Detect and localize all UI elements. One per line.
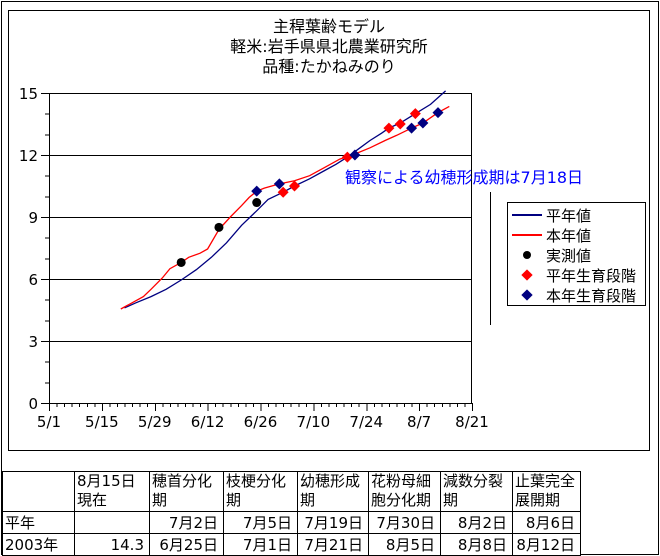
observed-circle-icon (523, 251, 531, 259)
chart-title-line2: 軽米:岩手県県北農業研究所 (230, 37, 428, 56)
this-year-stage-point (406, 122, 418, 134)
legend-swatch (508, 269, 546, 281)
this-year-stage-point (349, 149, 361, 161)
table-header-4: 幼穂形成 期 (297, 471, 369, 512)
growth-stage-table: 8月15日 現在 穂首分化 期枝梗分化 期幼穂形成 期花粉母細 胞分化期 減数分裂 … (2, 471, 581, 556)
legend-item-label: 本年値 (546, 226, 592, 245)
table-cell: 8月2日 (440, 511, 513, 534)
x-axis-tick-label: 5/1 (37, 413, 61, 431)
x-axis-tick-label: 7/10 (297, 413, 331, 431)
table-cell: 7月30日 (368, 511, 441, 534)
legend-swatch (508, 289, 546, 301)
y-axis-tick-label: 3 (28, 333, 38, 351)
y-axis-tick-label: 9 (28, 209, 38, 227)
x-axis-tick-label: 7/24 (349, 413, 383, 431)
legend-item-normal-year-stage: 平年生育段階 (508, 265, 645, 285)
table-row-label: 2003年 (2, 533, 75, 556)
table-cell: 6月25日 (149, 533, 224, 556)
this-year-stage-diamond-icon (521, 289, 533, 301)
table-header-7: 止葉完全 展開期 (512, 471, 581, 512)
observed-point (252, 198, 262, 208)
table-cell: 7月1日 (223, 533, 298, 556)
observed-points (176, 198, 262, 267)
table-cell: 7月21日 (297, 533, 369, 556)
legend-item-this-year: 本年値 (508, 225, 645, 245)
legend-item-this-year-stage: 本年生育段階 (508, 285, 645, 305)
normal-year-stage-point (409, 108, 421, 120)
table-cell: 8月5日 (368, 533, 441, 556)
table-header-6: 減数分裂 期 (440, 471, 513, 512)
this-year-stage-point (432, 107, 444, 119)
legend-item-label: 実測値 (546, 246, 592, 265)
legend-item-label: 平年値 (546, 206, 592, 225)
table-header-1: 8月15日 現在 (74, 471, 150, 512)
observed-point (176, 257, 186, 267)
table-row-label: 平年 (2, 511, 75, 534)
x-axis-tick-label: 5/15 (85, 413, 119, 431)
leaf-age-chart: 0 3 6 9 12 15 5/1 5/15 5/29 6/12 6/26 7/10 7/24 8/7 8/… (19, 85, 491, 431)
legend-swatch (508, 234, 546, 236)
normal-year-stage-point (277, 186, 289, 198)
gridlines (49, 93, 472, 404)
table-cell: 8月6日 (512, 511, 581, 534)
legend-swatch (508, 214, 546, 216)
y-axis-tick-label: 6 (28, 271, 38, 289)
table-cell: 8月12日 (512, 533, 581, 556)
chart-title-block: 主稈葉齢モデル 軽米:岩手県県北農業研究所 品種:たかねみのり (8, 17, 650, 77)
x-axis-tick-label: 6/26 (244, 413, 278, 431)
x-axis-tick-label: 5/29 (138, 413, 172, 431)
chart-title-line3: 品種:たかねみのり (262, 57, 396, 76)
table-cell: 7月5日 (223, 511, 298, 534)
normal-year-line-icon (512, 214, 542, 216)
table-row: 平年 7月2日 7月5日 7月19日 7月30日 8月2日 8月6日 (2, 511, 581, 534)
x-axis-tick-label: 6/12 (191, 413, 225, 431)
this-year-stage-point (273, 178, 285, 190)
this-year-stage-point (417, 117, 429, 129)
normal-year-stage-diamond-icon (521, 269, 533, 281)
table-cell (74, 511, 150, 534)
normal-year-stage-point (394, 118, 406, 130)
this-year-curve (120, 105, 450, 310)
legend-item-normal-year: 平年値 (508, 205, 645, 225)
this-year-stage-points (251, 107, 444, 197)
table-cell: 14.3 (74, 533, 150, 556)
table-header-2: 穂首分化 期 (149, 471, 224, 512)
legend-swatch (508, 251, 546, 259)
legend-item-label: 本年生育段階 (546, 286, 637, 305)
normal-year-stage-point (383, 122, 395, 134)
table-header-row: 8月15日 現在 穂首分化 期枝梗分化 期幼穂形成 期花粉母細 胞分化期 減数分裂 … (2, 471, 581, 512)
table-cell: 7月19日 (297, 511, 369, 534)
table-header-3: 枝梗分化 期 (223, 471, 298, 512)
y-axis-tick-label: 12 (19, 147, 38, 165)
observed-point (214, 222, 224, 232)
y-axis-tick-label: 15 (19, 85, 38, 103)
legend-box: 平年値 本年値 実測値 平年生育段階 本年生育段階 (507, 202, 646, 306)
normal-year-stage-point (288, 180, 300, 192)
x-axis-tick-label: 8/21 (455, 413, 489, 431)
legend-item-label: 平年生育段階 (546, 266, 637, 285)
table-row: 2003年 14.3 6月25日 7月1日 7月21日 8月5日 8月8日 8月12日 (2, 533, 581, 556)
table-header-5: 花粉母細 胞分化期 (368, 471, 441, 512)
y-axis-tick-label: 0 (28, 395, 38, 413)
table-header-0 (2, 471, 75, 512)
table-cell: 8月8日 (440, 533, 513, 556)
annotation-text: 観察による幼穂形成期は7月18日 (345, 168, 584, 187)
chart-title-line1: 主稈葉齢モデル (272, 17, 385, 36)
this-year-line-icon (512, 234, 542, 236)
axis-ticks (41, 93, 473, 411)
this-year-stage-point (251, 185, 263, 197)
legend-item-observed: 実測値 (508, 245, 645, 265)
table-cell: 7月2日 (149, 511, 224, 534)
x-axis-tick-label: 8/7 (407, 413, 431, 431)
